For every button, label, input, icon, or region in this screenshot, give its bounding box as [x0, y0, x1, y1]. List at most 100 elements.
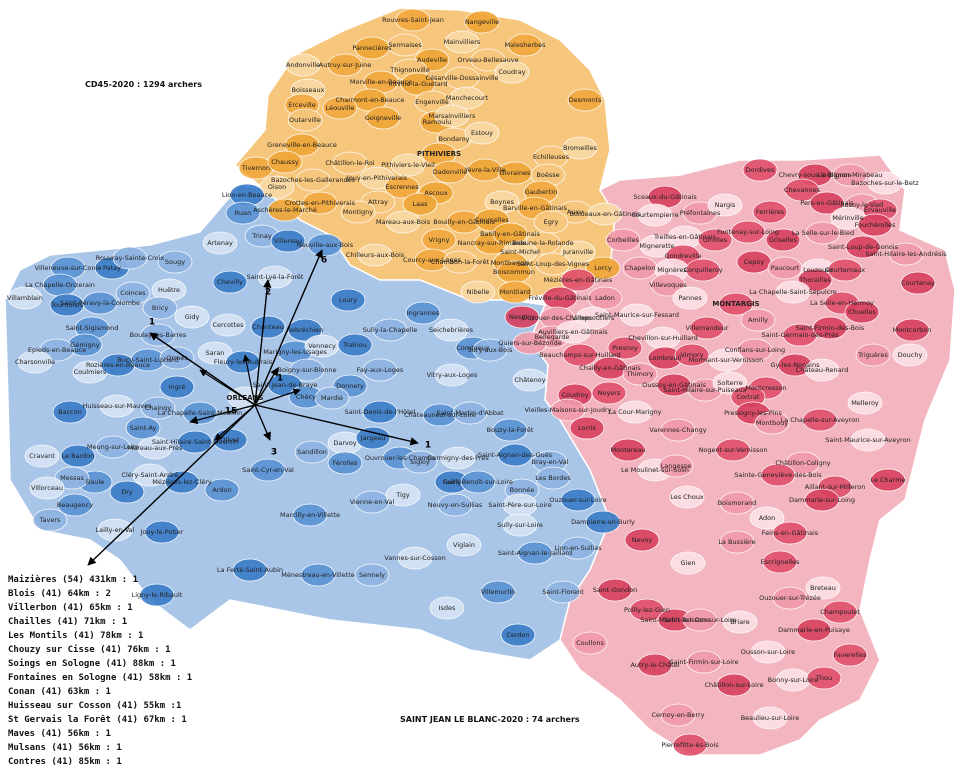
commune-label: Intville-la-Guétard	[389, 80, 448, 88]
commune-label: Les Choux	[670, 493, 704, 501]
commune-label: Villamblain	[7, 294, 43, 302]
commune-label: Tavers	[39, 516, 61, 524]
commune-area	[784, 178, 820, 202]
commune-area	[270, 229, 306, 253]
commune-label: Bray-en-Val	[531, 458, 568, 466]
commune-label: La Selle-en-Hermoy	[810, 299, 874, 307]
commune-area	[494, 60, 530, 84]
commune-label: Saint-Florent	[542, 588, 584, 596]
arrow-count: 1	[425, 441, 431, 451]
commune-label: Cortrat	[737, 393, 760, 401]
commune-label: Bordeaux-en-Gâtinais	[570, 210, 641, 218]
commune-area	[802, 408, 838, 432]
commune-area	[362, 400, 398, 424]
commune-label: Gy-les-Nonains	[771, 361, 821, 369]
commune-area	[545, 580, 581, 604]
commune-label: Saint-Denis-de-l'Hôtel	[345, 408, 416, 416]
commune-label: Montigny	[343, 208, 373, 216]
commune-label: Manchecourt	[446, 94, 489, 102]
commune-area	[617, 400, 653, 424]
commune-area	[433, 318, 469, 342]
commune-label: La Ferté-Saint-Aubin	[217, 566, 283, 574]
commune-label: Thignonville	[389, 66, 430, 74]
commune-label: Cravant	[29, 452, 55, 460]
commune-area	[402, 450, 438, 474]
commune-area	[740, 308, 776, 332]
commune-area	[605, 228, 641, 252]
commune-label: Faverelles	[834, 651, 867, 659]
commune-label: Oison	[268, 183, 286, 191]
commune-area	[365, 106, 401, 130]
distant-club: Blois (41) 64km : 2	[8, 588, 111, 599]
commune-area	[95, 435, 131, 459]
commune-area	[669, 485, 705, 509]
commune-label: Breteau	[810, 584, 836, 592]
commune-label: Montliard	[500, 288, 531, 296]
commune-label: Ferrières	[756, 208, 785, 216]
commune-label: Viglain	[453, 541, 475, 549]
commune-label: Orveau-Bellesauve	[457, 56, 518, 64]
commune-label: Noyers	[598, 389, 621, 397]
commune-label: Saint-Germain-des-Prés	[762, 331, 840, 339]
commune-label: Erceville	[288, 101, 315, 109]
commune-label: Coudroy	[561, 391, 588, 399]
commune-label: Corbeilles	[607, 236, 640, 244]
commune-area	[99, 394, 135, 418]
commune-area	[464, 10, 500, 34]
commune-label: Ardon	[212, 486, 231, 494]
distant-clubs: Maizières (54) 431km : 1 Blois (41) 64km …	[8, 574, 192, 767]
commune-label: La Selle-sur-le-Bied	[792, 229, 854, 237]
commune-label: Lombreuil	[649, 354, 681, 362]
commune-label: Fay-aux-Loges	[357, 366, 404, 374]
commune-label: Saint-Hilaire-les-Andrésis	[865, 250, 947, 258]
commune-area	[639, 234, 675, 258]
commune-label: Montcresson	[745, 384, 786, 392]
commune-label: Courcelles	[475, 216, 509, 224]
commune-label: Amilly	[748, 316, 768, 324]
commune-label: Châtillon-le-Roi	[325, 159, 374, 167]
arrow-count: 1	[149, 318, 155, 328]
commune-label: Mareau-aux-Prés	[128, 444, 183, 452]
commune-label: Laas	[413, 200, 429, 208]
commune-area	[384, 175, 420, 199]
commune-label: Outarville	[289, 116, 321, 124]
commune-label: Villorceau	[31, 484, 63, 492]
commune-area	[707, 193, 743, 217]
commune-area	[330, 288, 366, 312]
commune-label: Girolles	[703, 236, 728, 244]
commune-area	[97, 518, 133, 542]
commune-area	[289, 358, 325, 382]
commune-label: Bellegarde	[535, 333, 570, 341]
commune-label: Villeneuve-sur-Conie	[35, 264, 102, 272]
commune-label: MONTARGIS	[712, 300, 759, 308]
commune-label: Germigny-des-Prés	[427, 454, 489, 462]
commune-label: Pannecières	[352, 44, 392, 52]
commune-label: Jouy-le-Potier	[140, 528, 184, 536]
commune-label: Saint-Lyé-la-Forêt	[247, 273, 304, 281]
commune-area	[560, 240, 596, 264]
commune-area	[572, 631, 608, 655]
commune-label: Nangeville	[465, 18, 499, 26]
distant-club: Maizières (54) 431km : 1	[8, 574, 138, 585]
commune-label: Cernoy-en-Berry	[651, 711, 704, 719]
commune-area	[827, 258, 863, 282]
commune-area	[292, 503, 328, 527]
commune-label: Saint-Cyr-en-Val	[242, 466, 294, 474]
commune-area	[109, 480, 145, 504]
distant-club: Villerbon (41) 65km : 1	[8, 602, 133, 613]
commune-label: Lion-en-Beauce	[222, 191, 272, 199]
commune-labels: Rouvres-Saint-Jean Nangeville Sermaises Mai…	[7, 16, 947, 749]
commune-label: Gondreville	[664, 252, 701, 260]
commune-label: Bondaroy	[438, 135, 469, 143]
commune-label: Douchy	[898, 351, 923, 359]
commune-label: Combreux	[456, 344, 490, 352]
arrow-count: 15	[225, 407, 238, 417]
commune-area	[742, 158, 778, 182]
commune-area	[202, 231, 238, 255]
commune-area	[622, 362, 658, 386]
commune-area	[719, 530, 755, 554]
commune-label: Auxy	[567, 208, 583, 216]
commune-label: Louzouer	[803, 266, 833, 274]
commune-area	[512, 331, 548, 355]
commune-area	[847, 391, 883, 415]
